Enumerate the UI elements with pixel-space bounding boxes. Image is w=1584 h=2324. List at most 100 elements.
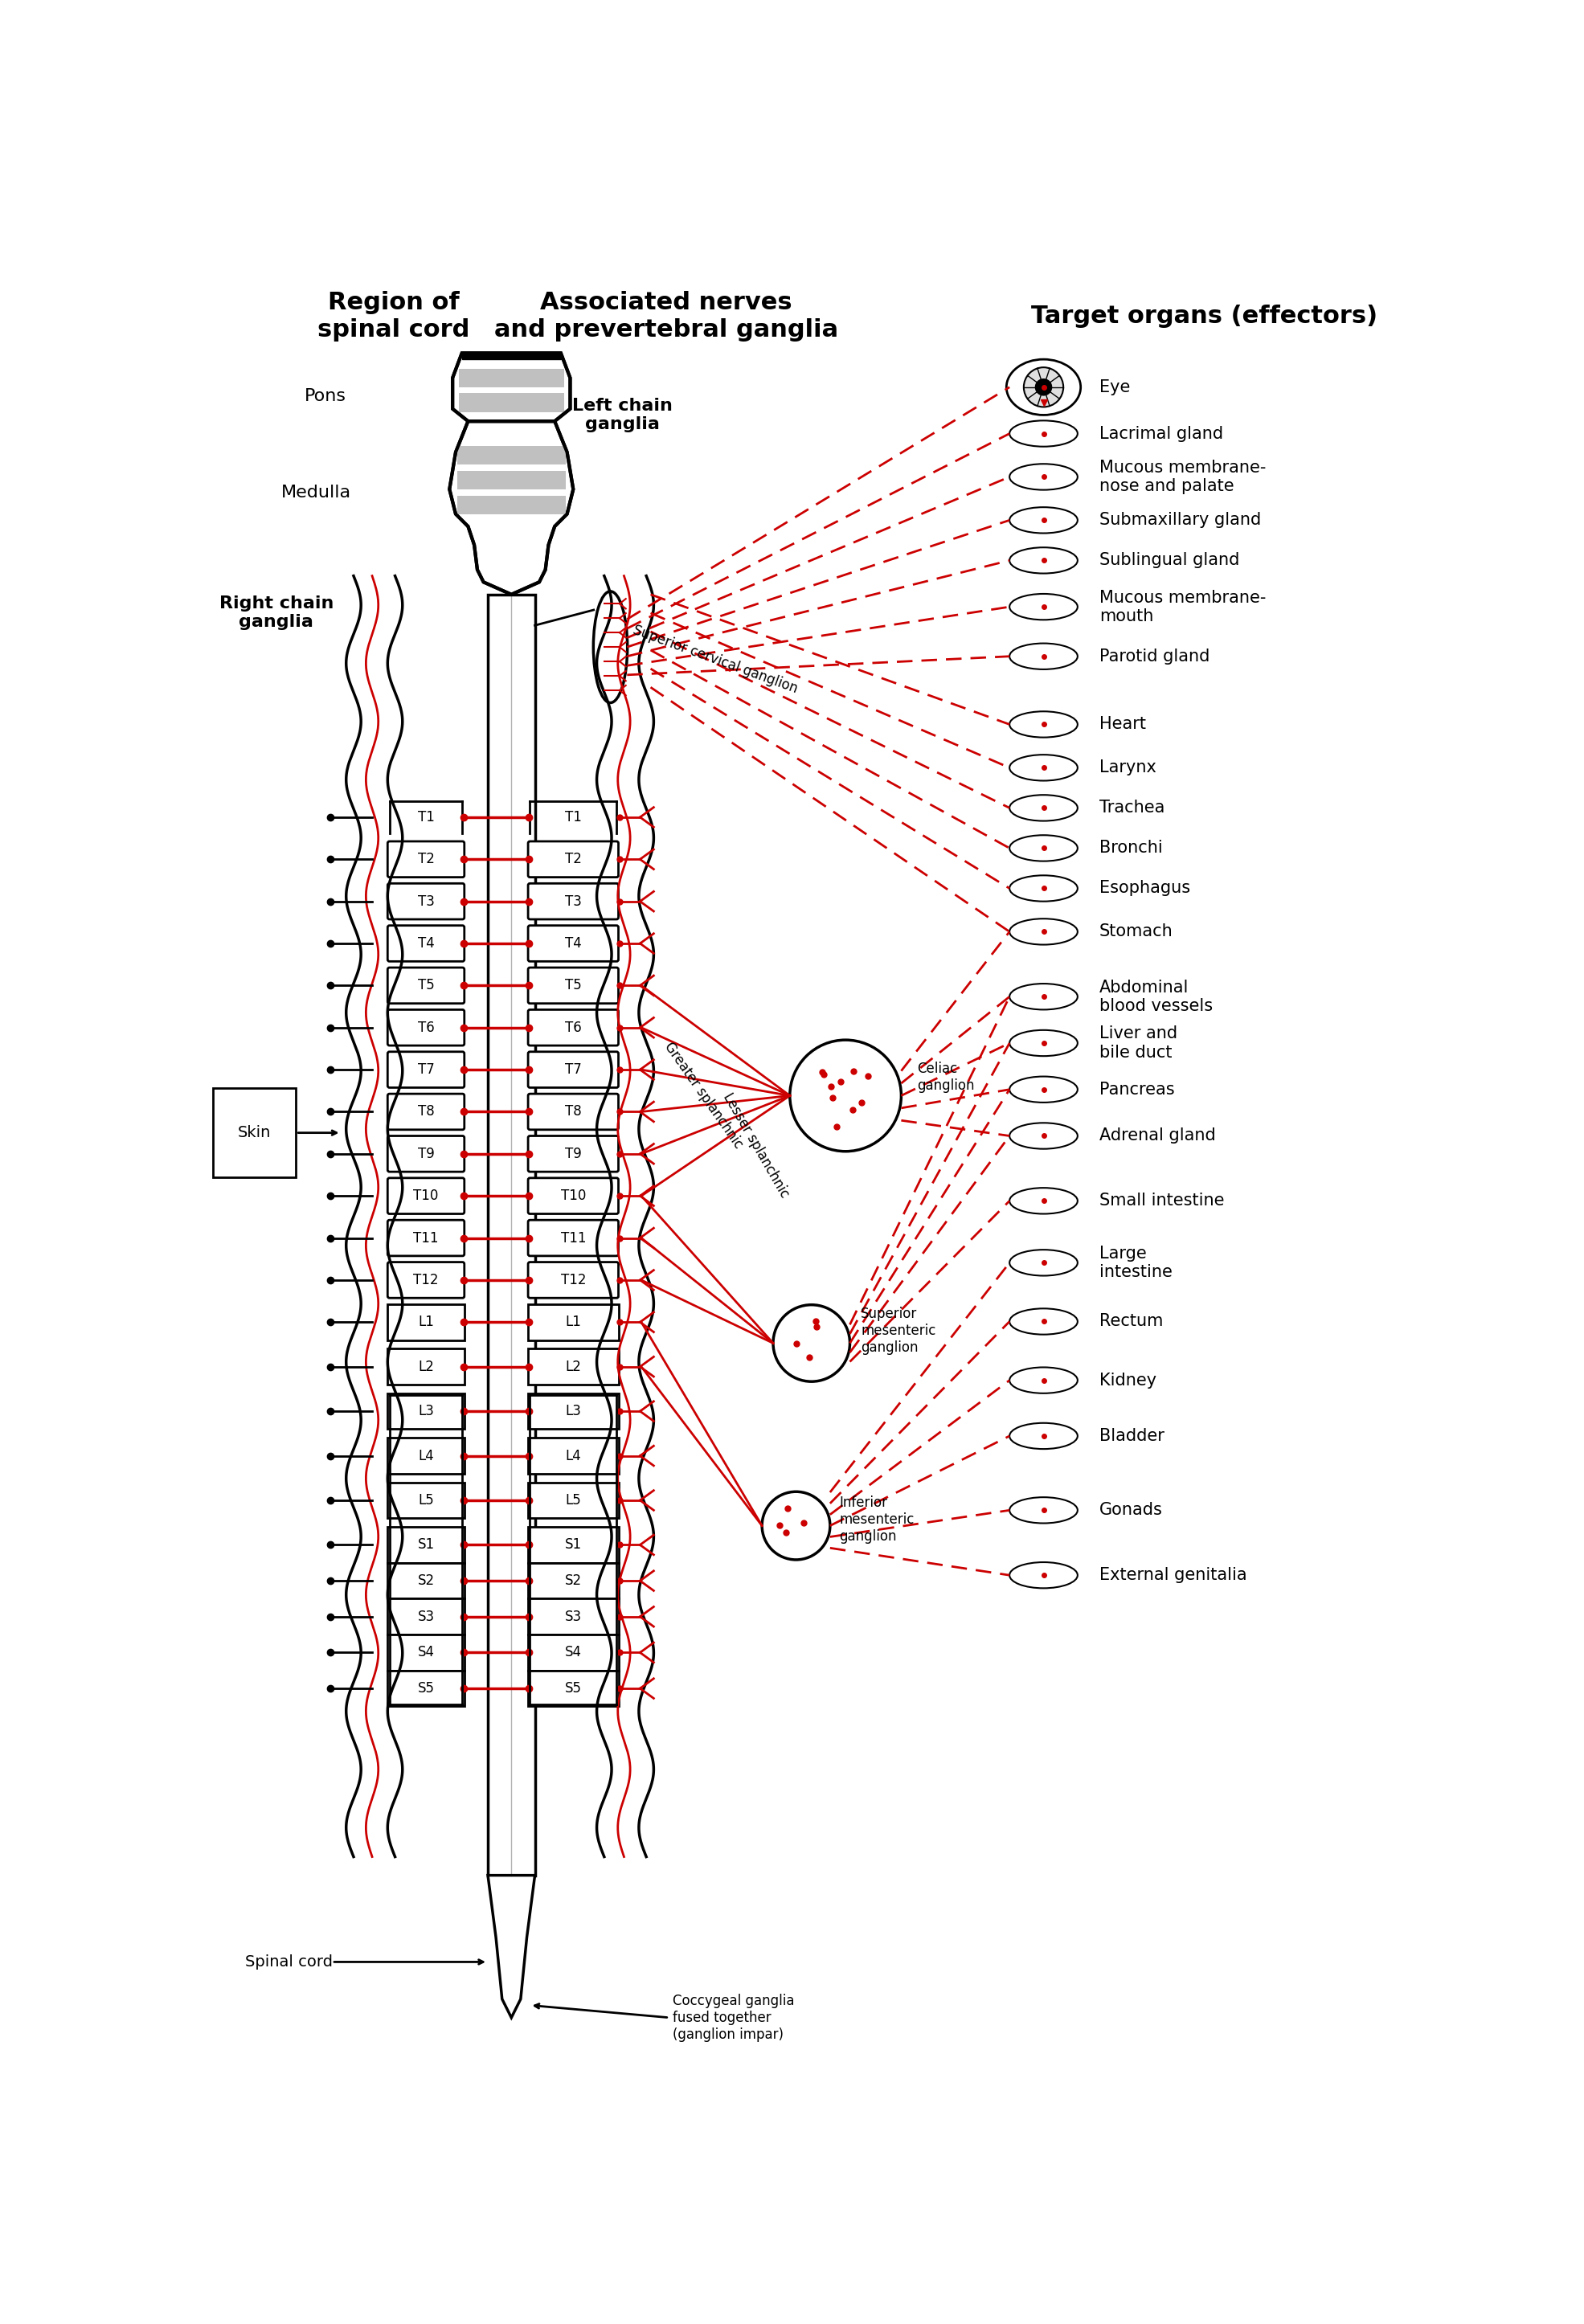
Text: Pons: Pons: [304, 388, 347, 404]
Text: L1: L1: [418, 1315, 434, 1329]
Text: T1: T1: [565, 811, 581, 825]
Text: T6: T6: [565, 1020, 581, 1034]
Text: L3: L3: [565, 1404, 581, 1418]
Text: Trachea: Trachea: [1099, 799, 1164, 816]
Text: Left chain
ganglia: Left chain ganglia: [572, 397, 673, 432]
Text: Parotid gland: Parotid gland: [1099, 648, 1210, 665]
FancyBboxPatch shape: [388, 1009, 464, 1046]
Text: Inferior
mesenteric
ganglion: Inferior mesenteric ganglion: [840, 1497, 914, 1543]
Text: Adrenal gland: Adrenal gland: [1099, 1127, 1215, 1143]
Text: L5: L5: [565, 1492, 581, 1508]
FancyBboxPatch shape: [388, 1053, 464, 1088]
Text: T12: T12: [561, 1274, 586, 1287]
Text: L4: L4: [418, 1448, 434, 1464]
FancyBboxPatch shape: [527, 1599, 618, 1634]
FancyBboxPatch shape: [388, 841, 464, 876]
Text: Small intestine: Small intestine: [1099, 1192, 1224, 1208]
Ellipse shape: [1009, 465, 1077, 490]
Text: T9: T9: [565, 1146, 581, 1162]
Text: T5: T5: [418, 978, 434, 992]
FancyBboxPatch shape: [388, 1348, 464, 1385]
Text: Skin: Skin: [238, 1125, 271, 1141]
FancyBboxPatch shape: [388, 1439, 464, 1473]
Text: S2: S2: [418, 1573, 434, 1587]
Text: T11: T11: [413, 1232, 439, 1246]
Text: L5: L5: [418, 1492, 434, 1508]
Ellipse shape: [1009, 834, 1077, 862]
Ellipse shape: [1009, 374, 1077, 400]
Ellipse shape: [1009, 1422, 1077, 1448]
Text: External genitalia: External genitalia: [1099, 1566, 1247, 1583]
Text: S3: S3: [565, 1611, 581, 1624]
Text: Bronchi: Bronchi: [1099, 839, 1163, 855]
Text: S4: S4: [418, 1645, 434, 1659]
Text: S4: S4: [565, 1645, 581, 1659]
FancyBboxPatch shape: [388, 1178, 464, 1213]
Bar: [456, 495, 565, 514]
Text: Pancreas: Pancreas: [1099, 1081, 1174, 1097]
Text: T11: T11: [561, 1232, 586, 1246]
Text: T6: T6: [418, 1020, 434, 1034]
Polygon shape: [488, 1875, 535, 2017]
FancyBboxPatch shape: [527, 1483, 618, 1518]
FancyBboxPatch shape: [388, 1562, 464, 1599]
Circle shape: [1023, 367, 1063, 407]
Text: Greater splanchnic: Greater splanchnic: [661, 1039, 746, 1150]
FancyBboxPatch shape: [388, 1136, 464, 1171]
FancyBboxPatch shape: [527, 841, 618, 876]
Text: Celiac
ganglion: Celiac ganglion: [917, 1062, 974, 1092]
Text: Esophagus: Esophagus: [1099, 881, 1190, 897]
Bar: [456, 472, 565, 490]
FancyBboxPatch shape: [527, 1009, 618, 1046]
FancyBboxPatch shape: [527, 1220, 618, 1255]
Text: Sublingual gland: Sublingual gland: [1099, 553, 1239, 569]
FancyBboxPatch shape: [388, 883, 464, 920]
Ellipse shape: [1009, 1250, 1077, 1276]
Text: T8: T8: [418, 1104, 434, 1118]
Text: Right chain
ganglia: Right chain ganglia: [219, 595, 333, 630]
Circle shape: [773, 1304, 851, 1380]
FancyBboxPatch shape: [388, 1394, 464, 1429]
Ellipse shape: [1009, 1030, 1077, 1055]
FancyBboxPatch shape: [527, 1348, 618, 1385]
Text: Superior
mesenteric
ganglion: Superior mesenteric ganglion: [862, 1306, 936, 1355]
FancyBboxPatch shape: [527, 1527, 618, 1562]
FancyBboxPatch shape: [527, 883, 618, 920]
FancyBboxPatch shape: [527, 1439, 618, 1473]
Text: Heart: Heart: [1099, 716, 1145, 732]
Ellipse shape: [1009, 1122, 1077, 1148]
Text: S5: S5: [565, 1680, 581, 1697]
FancyBboxPatch shape: [527, 925, 618, 962]
Text: S5: S5: [418, 1680, 434, 1697]
Text: Kidney: Kidney: [1099, 1371, 1156, 1387]
Ellipse shape: [1009, 711, 1077, 737]
Text: Abdominal
blood vessels: Abdominal blood vessels: [1099, 978, 1213, 1013]
Text: Coccygeal ganglia
fused together
(ganglion impar): Coccygeal ganglia fused together (gangli…: [672, 1994, 794, 2040]
Ellipse shape: [1009, 876, 1077, 902]
Circle shape: [790, 1039, 901, 1150]
Text: Lesser splanchnic: Lesser splanchnic: [719, 1090, 792, 1199]
FancyBboxPatch shape: [388, 1262, 464, 1299]
Ellipse shape: [1009, 644, 1077, 669]
FancyBboxPatch shape: [527, 1634, 618, 1671]
Ellipse shape: [1009, 918, 1077, 944]
Text: Mucous membrane-
nose and palate: Mucous membrane- nose and palate: [1099, 460, 1266, 495]
FancyBboxPatch shape: [388, 1220, 464, 1255]
FancyBboxPatch shape: [527, 1562, 618, 1599]
Ellipse shape: [1009, 595, 1077, 621]
Ellipse shape: [1009, 755, 1077, 781]
Text: T10: T10: [413, 1188, 439, 1204]
Text: T10: T10: [561, 1188, 586, 1204]
Text: L2: L2: [418, 1360, 434, 1373]
Text: Stomach: Stomach: [1099, 923, 1174, 939]
FancyBboxPatch shape: [388, 1599, 464, 1634]
Text: T3: T3: [418, 895, 434, 909]
FancyBboxPatch shape: [527, 1671, 618, 1706]
Text: Rectum: Rectum: [1099, 1313, 1163, 1329]
Ellipse shape: [1006, 360, 1080, 416]
Text: L3: L3: [418, 1404, 434, 1418]
Polygon shape: [453, 353, 570, 421]
Text: S3: S3: [418, 1611, 434, 1624]
Text: S1: S1: [418, 1538, 434, 1552]
Ellipse shape: [1009, 421, 1077, 446]
